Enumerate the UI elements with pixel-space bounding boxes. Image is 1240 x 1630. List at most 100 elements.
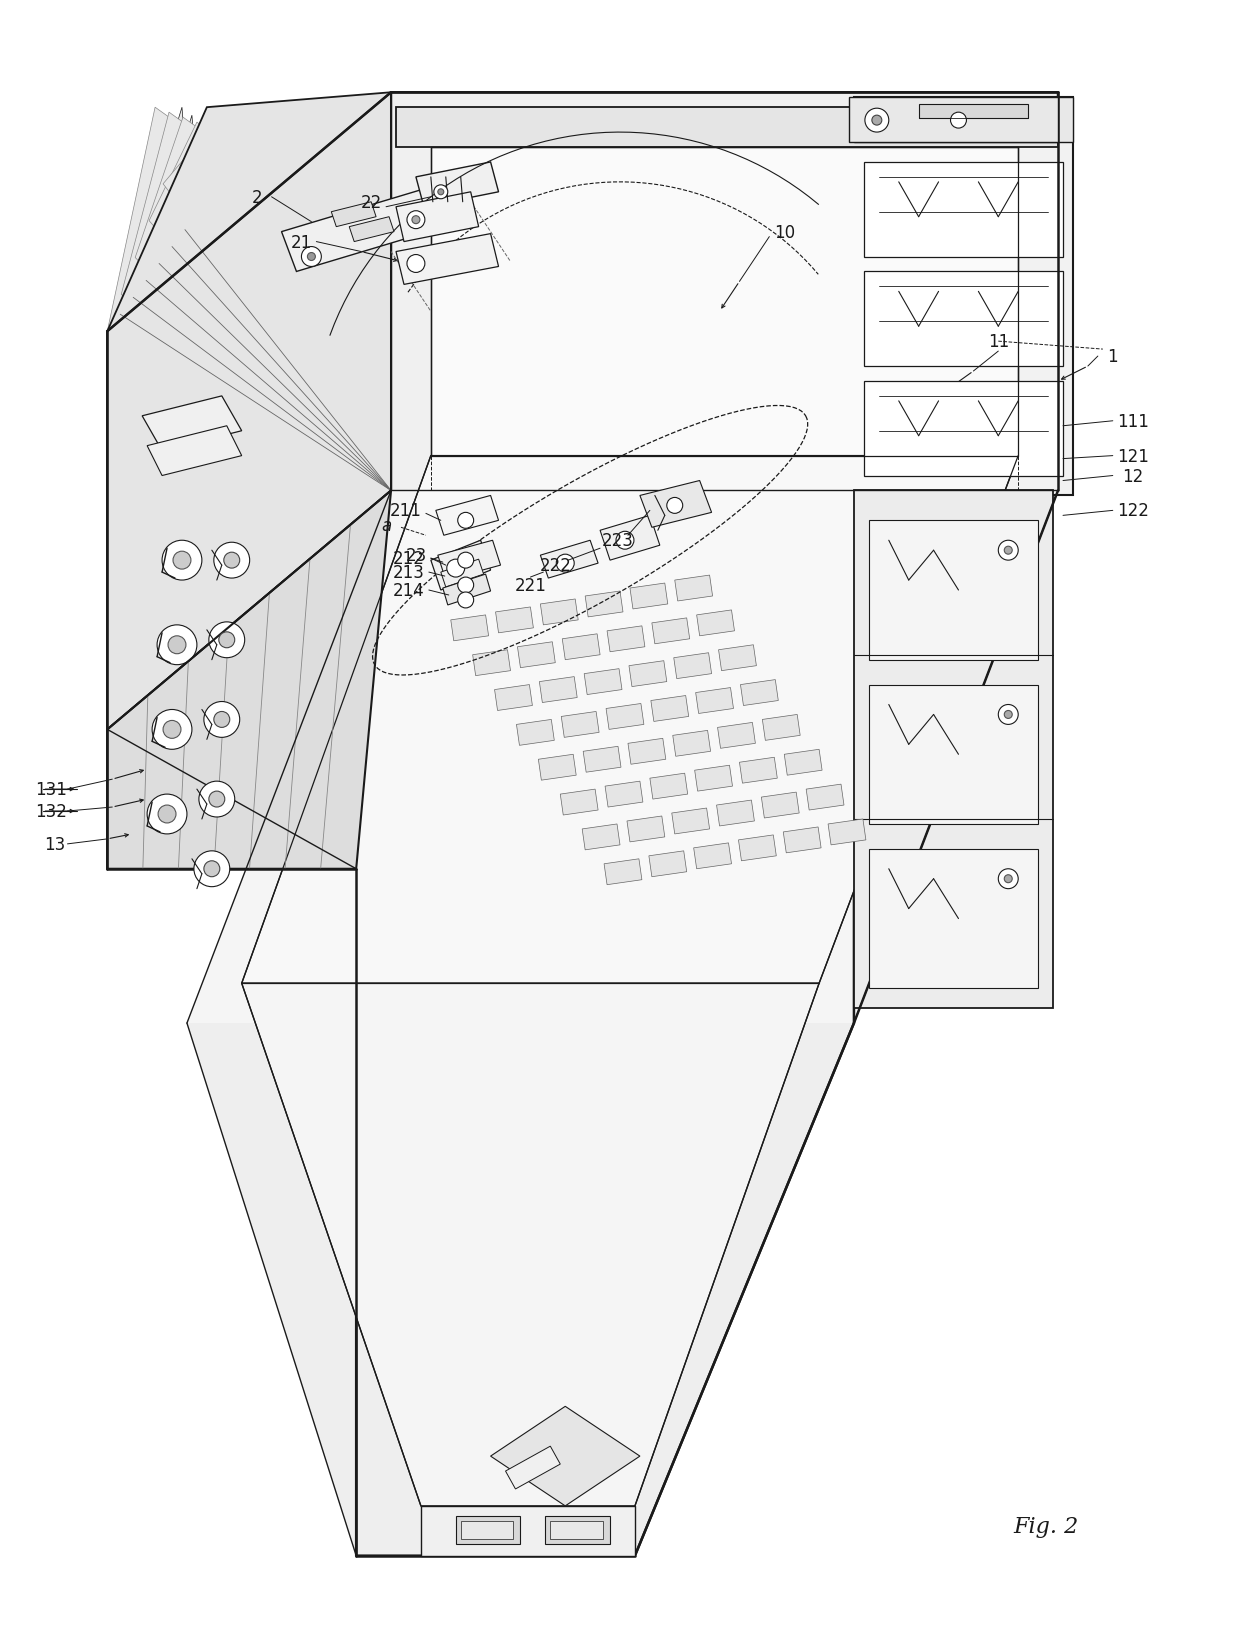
- Polygon shape: [864, 163, 1063, 258]
- Circle shape: [162, 720, 181, 738]
- Polygon shape: [672, 808, 709, 835]
- Polygon shape: [456, 1516, 521, 1544]
- Polygon shape: [627, 817, 665, 843]
- Polygon shape: [539, 676, 577, 703]
- Polygon shape: [496, 608, 533, 634]
- Polygon shape: [415, 163, 498, 207]
- Polygon shape: [517, 642, 556, 668]
- Polygon shape: [585, 592, 622, 618]
- Polygon shape: [420, 1506, 635, 1555]
- Circle shape: [213, 712, 229, 729]
- Polygon shape: [740, 680, 779, 706]
- Polygon shape: [562, 634, 600, 660]
- Circle shape: [1004, 711, 1012, 719]
- Polygon shape: [495, 685, 532, 711]
- Circle shape: [203, 861, 219, 877]
- Circle shape: [157, 805, 176, 823]
- Circle shape: [438, 189, 444, 196]
- Polygon shape: [331, 202, 376, 228]
- Circle shape: [301, 248, 321, 267]
- Polygon shape: [697, 611, 734, 636]
- Circle shape: [169, 636, 186, 654]
- Polygon shape: [761, 792, 800, 818]
- Polygon shape: [919, 104, 1028, 119]
- Polygon shape: [153, 140, 224, 437]
- Text: 122: 122: [1117, 502, 1148, 520]
- Polygon shape: [281, 187, 446, 272]
- Polygon shape: [560, 789, 598, 815]
- Polygon shape: [350, 217, 394, 243]
- Polygon shape: [435, 496, 498, 536]
- Text: 221: 221: [515, 577, 547, 595]
- Text: 11: 11: [988, 333, 1009, 350]
- Circle shape: [213, 543, 249, 579]
- Polygon shape: [538, 755, 577, 781]
- Polygon shape: [517, 720, 554, 747]
- Text: 10: 10: [774, 223, 795, 241]
- Text: 13: 13: [43, 835, 66, 854]
- Polygon shape: [693, 843, 732, 869]
- Polygon shape: [143, 396, 242, 452]
- Circle shape: [458, 577, 474, 593]
- Polygon shape: [135, 117, 197, 272]
- Polygon shape: [396, 108, 1058, 148]
- Polygon shape: [143, 132, 215, 422]
- Polygon shape: [551, 1521, 603, 1539]
- Polygon shape: [739, 758, 777, 784]
- Polygon shape: [187, 1024, 854, 1555]
- Polygon shape: [739, 836, 776, 861]
- Circle shape: [198, 782, 234, 818]
- Polygon shape: [608, 626, 645, 652]
- Circle shape: [203, 703, 239, 738]
- Polygon shape: [242, 456, 1018, 983]
- Text: 12: 12: [1122, 468, 1143, 486]
- Polygon shape: [806, 784, 844, 810]
- Polygon shape: [854, 98, 1073, 496]
- Polygon shape: [451, 616, 489, 641]
- Polygon shape: [652, 618, 689, 644]
- Circle shape: [667, 499, 683, 513]
- Circle shape: [1004, 875, 1012, 883]
- Circle shape: [407, 212, 425, 230]
- Polygon shape: [430, 148, 1018, 456]
- Polygon shape: [640, 481, 712, 528]
- Circle shape: [148, 794, 187, 835]
- Circle shape: [1006, 121, 1012, 126]
- Polygon shape: [391, 93, 1058, 491]
- Polygon shape: [541, 600, 578, 626]
- Polygon shape: [148, 427, 242, 476]
- Polygon shape: [242, 983, 820, 1506]
- Text: 214: 214: [393, 582, 425, 600]
- Circle shape: [864, 109, 889, 134]
- Circle shape: [193, 851, 229, 887]
- Polygon shape: [869, 522, 1038, 660]
- Polygon shape: [491, 1407, 640, 1506]
- Text: 2: 2: [252, 189, 262, 207]
- Circle shape: [1001, 116, 1017, 130]
- Polygon shape: [849, 98, 1058, 143]
- Circle shape: [157, 626, 197, 665]
- Polygon shape: [651, 696, 688, 722]
- Polygon shape: [784, 828, 821, 852]
- Text: 222: 222: [539, 557, 572, 575]
- Circle shape: [998, 706, 1018, 725]
- Circle shape: [872, 116, 882, 126]
- Polygon shape: [108, 93, 391, 730]
- Text: 211: 211: [391, 502, 422, 520]
- Polygon shape: [562, 712, 599, 738]
- Polygon shape: [604, 859, 642, 885]
- Circle shape: [616, 531, 634, 549]
- Polygon shape: [108, 108, 169, 342]
- Circle shape: [208, 792, 224, 807]
- Polygon shape: [584, 670, 622, 694]
- Polygon shape: [123, 116, 195, 391]
- Circle shape: [998, 541, 1018, 561]
- Text: 21: 21: [291, 233, 312, 251]
- Circle shape: [458, 553, 474, 569]
- Circle shape: [1004, 548, 1012, 554]
- Circle shape: [458, 593, 474, 608]
- Polygon shape: [396, 235, 498, 285]
- Polygon shape: [113, 108, 185, 377]
- Circle shape: [208, 623, 244, 659]
- Polygon shape: [605, 782, 642, 807]
